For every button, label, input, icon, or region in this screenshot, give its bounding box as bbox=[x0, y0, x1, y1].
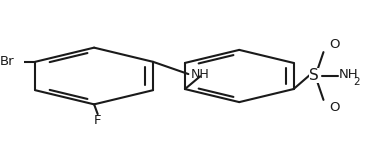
Text: S: S bbox=[309, 69, 319, 83]
Text: NH: NH bbox=[190, 68, 209, 81]
Text: 2: 2 bbox=[354, 77, 360, 87]
Text: F: F bbox=[94, 114, 101, 127]
Text: NH: NH bbox=[339, 68, 358, 81]
Text: O: O bbox=[329, 101, 339, 114]
Text: Br: Br bbox=[0, 55, 14, 68]
Text: O: O bbox=[329, 38, 339, 51]
